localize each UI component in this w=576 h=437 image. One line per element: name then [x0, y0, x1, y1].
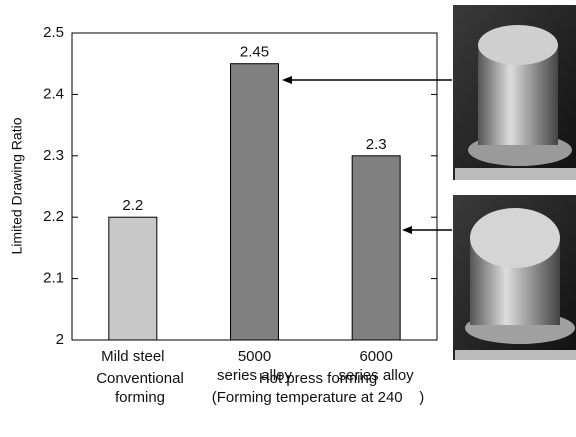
- photo-top: [453, 5, 576, 180]
- group-label: Conventional forming: [96, 369, 184, 407]
- y-tick-label: 2.3: [43, 147, 64, 164]
- arrow-head: [402, 226, 412, 234]
- data-label: 2.3: [366, 136, 387, 153]
- data-label: 2.2: [122, 197, 143, 214]
- bar: [231, 64, 279, 340]
- bar: [109, 217, 157, 340]
- y-axis-label: Limited Drawing Ratio: [9, 117, 25, 254]
- data-label: 2.45: [240, 44, 269, 61]
- arrow-head: [282, 76, 292, 84]
- bar: [352, 156, 400, 340]
- y-tick-label: 2.2: [43, 208, 64, 225]
- y-tick-label: 2: [56, 331, 64, 348]
- photo-bottom: [453, 195, 576, 360]
- x-tick-label: Mild steel: [101, 347, 164, 366]
- page: Limited Drawing Ratio 2 2.1 2.2 2.3 2.4 2.5 2.…: [0, 0, 576, 437]
- group-label: Hot press forming (Forming temperature a…: [212, 369, 425, 407]
- y-tick-label: 2.1: [43, 270, 64, 287]
- y-tick-label: 2.4: [43, 85, 64, 102]
- y-tick-label: 2.5: [43, 24, 64, 41]
